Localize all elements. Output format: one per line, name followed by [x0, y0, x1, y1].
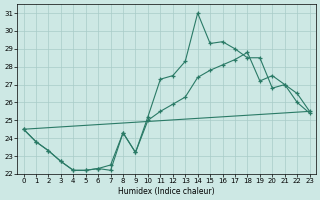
X-axis label: Humidex (Indice chaleur): Humidex (Indice chaleur) [118, 187, 215, 196]
